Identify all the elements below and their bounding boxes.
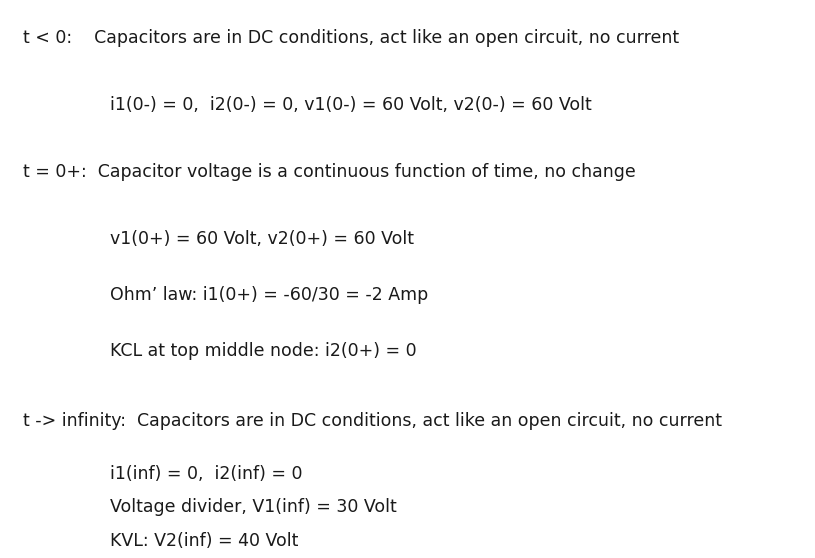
- Text: KCL at top middle node: i2(0+) = 0: KCL at top middle node: i2(0+) = 0: [110, 342, 416, 360]
- Text: i1(inf) = 0,  i2(inf) = 0: i1(inf) = 0, i2(inf) = 0: [110, 465, 302, 483]
- Text: i1(0-) = 0,  i2(0-) = 0, v1(0-) = 60 Volt, v2(0-) = 60 Volt: i1(0-) = 0, i2(0-) = 0, v1(0-) = 60 Volt…: [110, 97, 592, 114]
- Text: Voltage divider, V1(inf) = 30 Volt: Voltage divider, V1(inf) = 30 Volt: [110, 498, 397, 516]
- Text: t < 0:    Capacitors are in DC conditions, act like an open circuit, no current: t < 0: Capacitors are in DC conditions, …: [23, 30, 679, 47]
- Text: KVL: V2(inf) = 40 Volt: KVL: V2(inf) = 40 Volt: [110, 532, 298, 550]
- Text: t -> infinity:  Capacitors are in DC conditions, act like an open circuit, no cu: t -> infinity: Capacitors are in DC cond…: [23, 412, 722, 430]
- Text: v1(0+) = 60 Volt, v2(0+) = 60 Volt: v1(0+) = 60 Volt, v2(0+) = 60 Volt: [110, 230, 414, 248]
- Text: Ohm’ law: i1(0+) = -60/30 = -2 Amp: Ohm’ law: i1(0+) = -60/30 = -2 Amp: [110, 286, 428, 304]
- Text: t = 0+:  Capacitor voltage is a continuous function of time, no change: t = 0+: Capacitor voltage is a continuou…: [23, 163, 636, 181]
